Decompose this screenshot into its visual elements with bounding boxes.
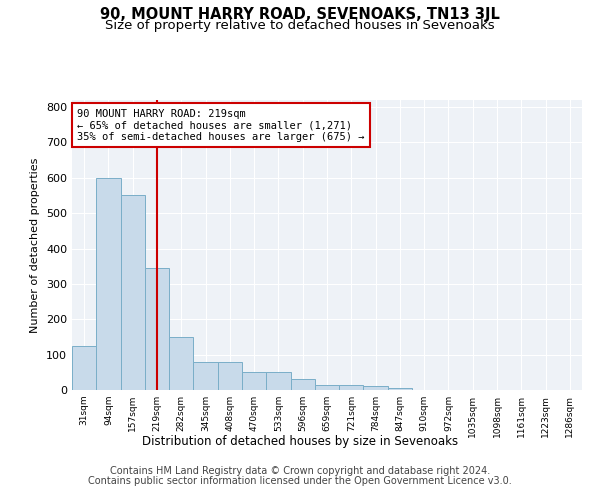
Bar bbox=[290, 380, 315, 390]
Bar bbox=[121, 196, 145, 390]
Bar bbox=[339, 384, 364, 390]
Text: Contains public sector information licensed under the Open Government Licence v3: Contains public sector information licen… bbox=[88, 476, 512, 486]
Bar bbox=[218, 362, 242, 390]
Bar bbox=[315, 384, 339, 390]
Text: Contains HM Land Registry data © Crown copyright and database right 2024.: Contains HM Land Registry data © Crown c… bbox=[110, 466, 490, 476]
Y-axis label: Number of detached properties: Number of detached properties bbox=[31, 158, 40, 332]
Bar bbox=[266, 372, 290, 390]
Text: Size of property relative to detached houses in Sevenoaks: Size of property relative to detached ho… bbox=[105, 18, 495, 32]
Bar bbox=[145, 268, 169, 390]
Bar bbox=[193, 362, 218, 390]
Text: 90 MOUNT HARRY ROAD: 219sqm
← 65% of detached houses are smaller (1,271)
35% of : 90 MOUNT HARRY ROAD: 219sqm ← 65% of det… bbox=[77, 108, 365, 142]
Bar bbox=[364, 386, 388, 390]
Bar bbox=[169, 337, 193, 390]
Text: 90, MOUNT HARRY ROAD, SEVENOAKS, TN13 3JL: 90, MOUNT HARRY ROAD, SEVENOAKS, TN13 3J… bbox=[100, 8, 500, 22]
Bar bbox=[72, 346, 96, 390]
Bar bbox=[242, 372, 266, 390]
Bar bbox=[96, 178, 121, 390]
Bar bbox=[388, 388, 412, 390]
Text: Distribution of detached houses by size in Sevenoaks: Distribution of detached houses by size … bbox=[142, 435, 458, 448]
